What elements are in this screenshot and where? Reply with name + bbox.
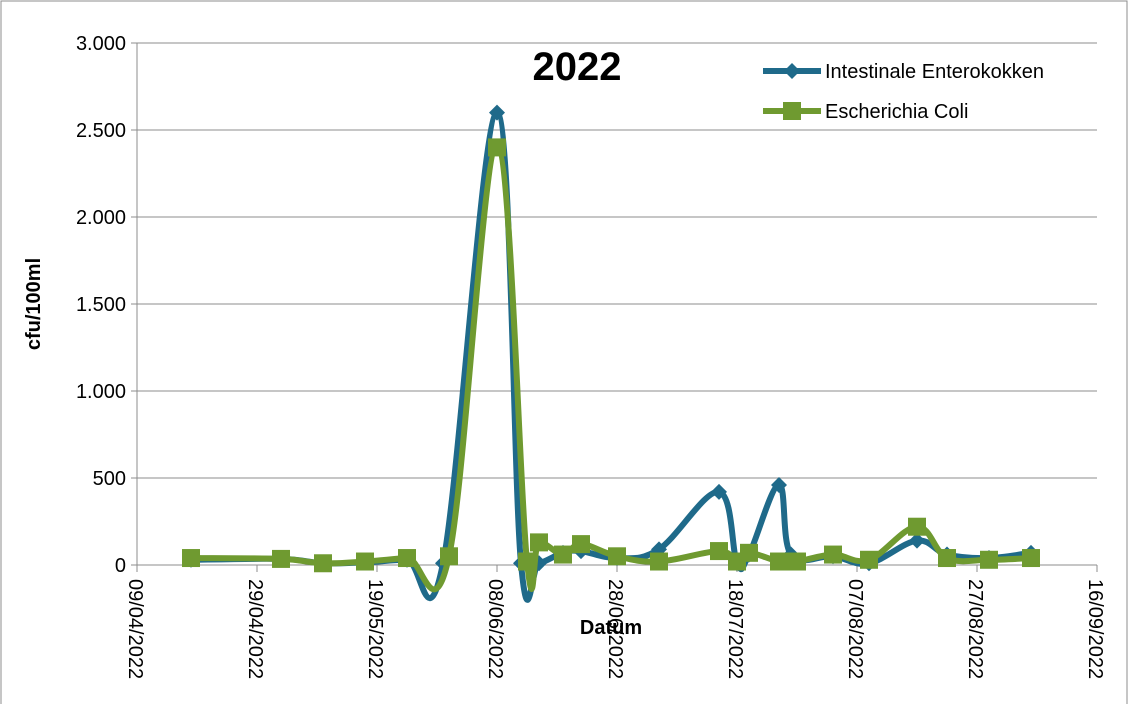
x-tick-label: 16/09/2022 [1084,579,1106,679]
data-point-square [980,550,998,569]
grid-layer [137,42,1097,479]
legend-label: Intestinale Enterokokken [825,61,1044,83]
data-point-square [824,545,842,564]
y-tick-label: 3.000 [76,33,126,55]
series-2 [182,138,1040,593]
data-point-square [272,549,290,568]
data-point-square [650,552,668,571]
data-point-square [530,533,548,552]
y-tick-label: 2.500 [76,120,126,142]
data-point-diamond [909,532,925,549]
x-tick-label: 08/06/2022 [484,579,506,679]
data-point-square [554,545,572,564]
data-point-square [770,552,788,571]
data-point-square [356,552,374,571]
x-tick-label: 07/08/2022 [844,579,866,679]
data-point-square [1022,549,1040,568]
legend-label: Escherichia Coli [825,101,968,123]
legend-marker [783,102,801,120]
data-point-square [398,549,416,568]
data-point-square [488,138,506,157]
data-point-square [908,517,926,536]
x-axis-title: Datum [580,617,642,639]
data-point-square [740,543,758,562]
data-point-square [860,550,878,569]
x-tick-label: 27/08/2022 [964,579,986,679]
y-tick-label: 2.000 [76,207,126,229]
x-tick-label: 18/07/2022 [724,579,746,679]
data-point-square [608,547,626,566]
data-point-square [572,535,590,554]
data-point-diamond [489,104,505,121]
x-tick-label: 29/04/2022 [244,579,266,679]
data-point-square [518,552,536,571]
legend-entry: Escherichia Coli [763,101,968,123]
data-point-diamond [771,476,787,493]
data-point-square [314,554,332,573]
data-point-square [788,552,806,571]
legend-marker [784,63,800,79]
data-point-diamond [711,483,727,500]
data-point-square [440,547,458,566]
y-tick-label: 500 [93,468,126,490]
legend-entry: Intestinale Enterokokken [763,61,1044,83]
x-tick-label: 28/06/2022 [604,579,626,679]
x-tick-label: 09/04/2022 [124,579,146,679]
legend: Intestinale Enterokokken Escherichia Coli [763,61,1044,123]
data-point-square [182,549,200,568]
chart-title: 2022 [533,45,622,89]
x-tick-label: 19/05/2022 [364,579,386,679]
y-tick-label: 1.500 [76,294,126,316]
data-point-square [710,542,728,561]
y-axis-title: cfu/100ml [23,258,45,350]
series-layer [182,104,1040,603]
y-tick-label: 0 [115,555,126,577]
y-tick-label: 1.000 [76,381,126,403]
data-point-square [938,549,956,568]
